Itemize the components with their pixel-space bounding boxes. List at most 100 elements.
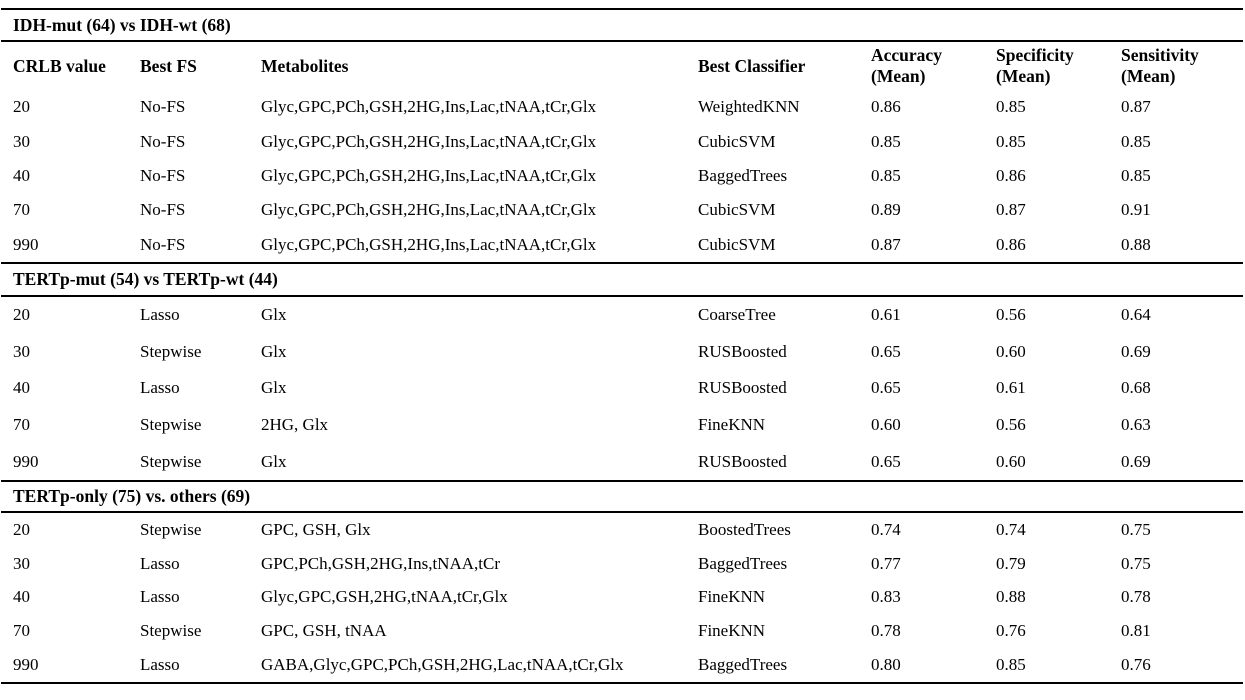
cell-metabolites: Glx [261,378,287,398]
cell-best-fs: Stepwise [140,341,202,361]
table-row: 70 No-FS Glyc,GPC,PCh,GSH,2HG,Ins,Lac,tNAA… [1,193,1243,227]
cell-sensitivity: 0.88 [1121,234,1151,254]
cell-accuracy: 0.80 [871,655,901,674]
cell-sensitivity: 0.85 [1121,131,1151,151]
cell-crlb-value: 40 [13,165,30,185]
section-rows-tertp-only: 20 Stepwise GPC, GSH, Glx BoostedTrees 0.74 0… [1,513,1243,682]
cell-metabolites: GPC, GSH, tNAA [261,621,387,641]
cell-crlb-value: 20 [13,519,30,539]
cell-crlb-value: 20 [13,97,30,117]
cell-best-classifier: BaggedTrees [698,553,788,573]
cell-specificity: 0.56 [996,415,1026,435]
cell-best-fs: No-FS [140,165,186,185]
table-row: 30 Lasso GPC,PCh,GSH,2HG,Ins,tNAA,tCr Bagge… [1,547,1243,581]
column-header-metabolites: Metabolites [261,55,349,76]
cell-best-fs: Stepwise [140,415,202,435]
section-rows-tertp-mut: 20 Lasso Glx CoarseTree 0.61 0.56 0.64 30 Stepwi… [1,297,1243,480]
cell-crlb-value: 70 [13,621,30,641]
results-table: IDH-mut (64) vs IDH-wt (68) CRLB value B… [1,8,1243,684]
table-row: 20 Stepwise GPC, GSH, Glx BoostedTrees 0.74 0… [1,513,1243,547]
cell-best-classifier: BoostedTrees [698,519,791,539]
table-row: 40 Lasso Glyc,GPC,GSH,2HG,tNAA,tCr,Glx Fine… [1,581,1243,615]
table-row: 990 No-FS Glyc,GPC,PCh,GSH,2HG,Ins,Lac,tNA… [1,228,1243,262]
cell-crlb-value: 990 [13,655,39,674]
section-header-label: IDH-mut (64) vs IDH-wt (68) [13,14,231,35]
section-header-tertp-only: TERTp-only (75) vs. others (69) [1,479,1243,513]
cell-specificity: 0.86 [996,165,1026,185]
cell-specificity: 0.88 [996,587,1026,607]
cell-best-classifier: FineKNN [698,415,766,435]
cell-best-fs: Lasso [140,378,180,398]
cell-sensitivity: 0.85 [1121,165,1151,185]
cell-metabolites: Glyc,GPC,PCh,GSH,2HG,Ins,Lac,tNAA,tCr,Gl… [261,200,597,220]
cell-best-fs: No-FS [140,200,186,220]
cell-crlb-value: 40 [13,587,30,607]
cell-sensitivity: 0.64 [1121,305,1151,325]
cell-best-classifier: CubicSVM [698,131,776,151]
cell-specificity: 0.60 [996,341,1026,361]
cell-best-fs: Lasso [140,305,180,325]
cell-metabolites: Glyc,GPC,GSH,2HG,tNAA,tCr,Glx [261,587,508,607]
cell-crlb-value: 990 [13,234,39,254]
cell-metabolites: GABA,Glyc,GPC,PCh,GSH,2HG,Lac,tNAA,tCr,G… [261,655,624,674]
cell-sensitivity: 0.91 [1121,200,1151,220]
cell-specificity: 0.74 [996,519,1026,539]
cell-specificity: 0.85 [996,97,1026,117]
cell-specificity: 0.79 [996,553,1026,573]
cell-accuracy: 0.65 [871,451,901,471]
cell-metabolites: Glx [261,305,287,325]
cell-best-fs: Stepwise [140,451,202,471]
table-row: 990 Lasso GABA,Glyc,GPC,PCh,GSH,2HG,Lac,tN… [1,648,1243,682]
cell-specificity: 0.86 [996,234,1026,254]
cell-specificity: 0.87 [996,200,1026,220]
section-rows-idh: 20 No-FS Glyc,GPC,PCh,GSH,2HG,Ins,Lac,tNAA… [1,90,1243,262]
cell-accuracy: 0.74 [871,519,901,539]
section-header-tertp-mut: TERTp-mut (54) vs TERTp-wt (44) [1,261,1243,297]
cell-crlb-value: 70 [13,415,30,435]
cell-best-fs: Stepwise [140,621,202,641]
cell-best-classifier: BaggedTrees [698,655,788,674]
cell-best-classifier: RUSBoosted [698,341,787,361]
cell-metabolites: Glyc,GPC,PCh,GSH,2HG,Ins,Lac,tNAA,tCr,Gl… [261,234,597,254]
cell-sensitivity: 0.75 [1121,553,1151,573]
cell-metabolites: Glyc,GPC,PCh,GSH,2HG,Ins,Lac,tNAA,tCr,Gl… [261,97,597,117]
cell-accuracy: 0.87 [871,234,901,254]
cell-metabolites: 2HG, Glx [261,415,329,435]
cell-crlb-value: 990 [13,451,39,471]
cell-accuracy: 0.65 [871,341,901,361]
cell-accuracy: 0.61 [871,305,901,325]
cell-specificity: 0.60 [996,451,1026,471]
cell-sensitivity: 0.76 [1121,655,1151,674]
column-header-specificity: Specificity (Mean) [996,45,1074,86]
cell-metabolites: Glyc,GPC,PCh,GSH,2HG,Ins,Lac,tNAA,tCr,Gl… [261,165,597,185]
table-row: 30 No-FS Glyc,GPC,PCh,GSH,2HG,Ins,Lac,tNAA… [1,124,1243,158]
column-header-row: CRLB value Best FS Metabolites Best Clas… [1,42,1243,90]
cell-best-classifier: BaggedTrees [698,165,788,185]
cell-best-fs: No-FS [140,234,186,254]
cell-accuracy: 0.77 [871,553,901,573]
section-header-label: TERTp-mut (54) vs TERTp-wt (44) [13,268,278,289]
cell-best-fs: No-FS [140,97,186,117]
table-row: 70 Stepwise GPC, GSH, tNAA FineKNN 0.78 0.76 0… [1,614,1243,648]
cell-metabolites: GPC, GSH, Glx [261,519,371,539]
cell-accuracy: 0.83 [871,587,901,607]
section-header-idh: IDH-mut (64) vs IDH-wt (68) [1,8,1243,42]
cell-crlb-value: 30 [13,131,30,151]
cell-specificity: 0.85 [996,655,1026,674]
cell-best-classifier: CoarseTree [698,305,776,325]
cell-sensitivity: 0.63 [1121,415,1151,435]
table-row: 30 Stepwise Glx RUSBoosted 0.65 0.60 0.69 [1,334,1243,371]
cell-best-classifier: CubicSVM [698,234,776,254]
cell-specificity: 0.76 [996,621,1026,641]
column-header-crlb-value: CRLB value [13,55,106,76]
cell-accuracy: 0.78 [871,621,901,641]
cell-best-classifier: RUSBoosted [698,378,787,398]
cell-sensitivity: 0.78 [1121,587,1151,607]
cell-best-classifier: CubicSVM [698,200,776,220]
column-header-best-classifier: Best Classifier [698,55,806,76]
cell-crlb-value: 20 [13,305,30,325]
cell-accuracy: 0.89 [871,200,901,220]
cell-specificity: 0.56 [996,305,1026,325]
cell-metabolites: Glyc,GPC,PCh,GSH,2HG,Ins,Lac,tNAA,tCr,Gl… [261,131,597,151]
